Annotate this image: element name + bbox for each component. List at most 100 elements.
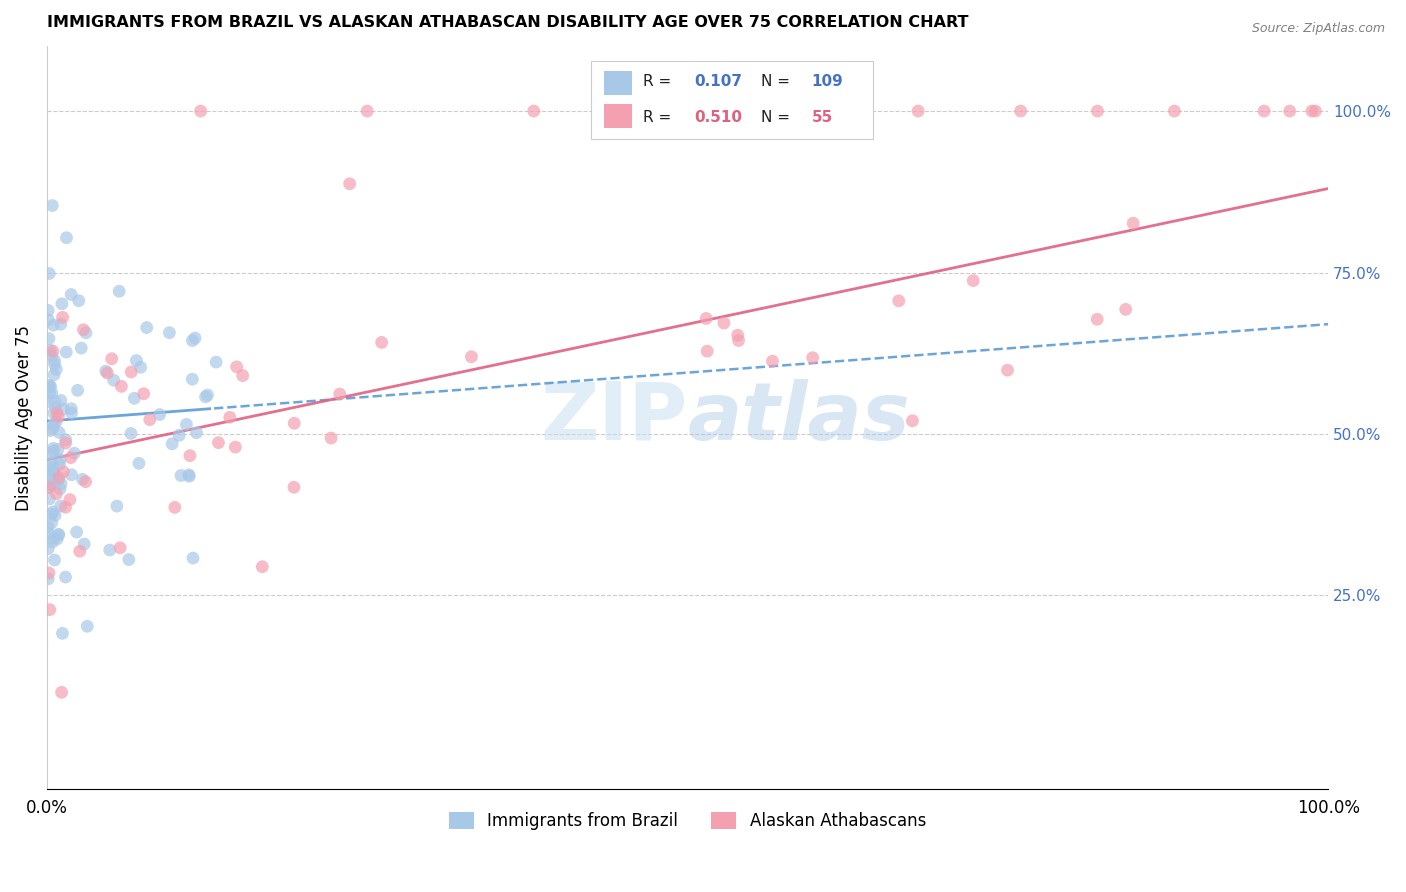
Point xyxy=(37,303,59,318)
Point xyxy=(75,326,97,340)
Point xyxy=(118,552,141,566)
Point xyxy=(67,293,90,308)
Point xyxy=(60,467,83,482)
Point xyxy=(132,386,155,401)
Point xyxy=(170,468,193,483)
Text: ZIP: ZIP xyxy=(540,379,688,457)
Point xyxy=(37,380,59,394)
Point xyxy=(48,528,70,542)
Point xyxy=(45,415,67,429)
Point xyxy=(48,425,70,440)
Point xyxy=(55,345,77,359)
Point xyxy=(676,103,699,118)
Point xyxy=(100,351,122,366)
Point xyxy=(44,394,66,409)
Point xyxy=(194,390,217,404)
Point xyxy=(41,463,63,477)
Point xyxy=(218,410,240,425)
Point xyxy=(41,516,63,530)
Point xyxy=(962,274,984,288)
Point xyxy=(37,480,59,494)
Point xyxy=(1087,103,1109,118)
Point xyxy=(55,570,77,584)
Point xyxy=(59,492,82,507)
Point xyxy=(160,437,183,451)
Point xyxy=(177,467,200,482)
Point xyxy=(460,350,482,364)
Point xyxy=(37,572,59,586)
Text: N =: N = xyxy=(761,110,794,125)
Point xyxy=(63,446,86,460)
Text: 55: 55 xyxy=(811,110,832,125)
Point xyxy=(1305,103,1327,118)
Point xyxy=(252,559,274,574)
Point xyxy=(44,553,66,567)
Point xyxy=(205,355,228,369)
Point xyxy=(49,499,72,513)
Point xyxy=(804,103,827,118)
Point xyxy=(69,544,91,558)
Point xyxy=(42,421,65,435)
Point xyxy=(48,527,70,541)
Point xyxy=(51,685,73,699)
Point xyxy=(75,475,97,489)
Point xyxy=(42,417,65,432)
Point xyxy=(37,520,59,534)
Point xyxy=(37,525,59,540)
Point xyxy=(48,470,70,484)
Point xyxy=(44,508,66,523)
Point xyxy=(907,103,929,118)
Point xyxy=(163,500,186,515)
Point xyxy=(696,344,718,359)
Point xyxy=(713,316,735,330)
Point xyxy=(42,344,65,359)
Point xyxy=(41,198,63,212)
Point xyxy=(42,444,65,458)
Point xyxy=(46,409,69,424)
Point xyxy=(37,541,59,556)
Point xyxy=(45,401,67,415)
Point xyxy=(72,323,94,337)
Point xyxy=(283,480,305,494)
Point xyxy=(44,353,66,368)
Point xyxy=(1085,312,1108,326)
Point xyxy=(98,543,121,558)
Legend: Immigrants from Brazil, Alaskan Athabascans: Immigrants from Brazil, Alaskan Athabasc… xyxy=(443,805,932,837)
Point xyxy=(39,424,62,438)
Point xyxy=(38,385,60,400)
Point xyxy=(37,313,59,327)
Point xyxy=(41,507,63,521)
Point xyxy=(41,535,63,549)
Text: 0.510: 0.510 xyxy=(695,110,742,125)
Point xyxy=(225,359,247,374)
Point xyxy=(232,368,254,383)
Point xyxy=(339,177,361,191)
Point xyxy=(55,436,77,450)
Point xyxy=(1010,103,1032,118)
Point xyxy=(39,446,62,460)
Point xyxy=(179,449,201,463)
Bar xyxy=(605,71,633,95)
Point xyxy=(49,452,72,467)
Point xyxy=(108,541,131,555)
Point xyxy=(224,440,246,454)
Point xyxy=(49,477,72,491)
Point xyxy=(76,619,98,633)
Point xyxy=(190,103,212,118)
Point xyxy=(38,267,60,281)
Point xyxy=(39,467,62,482)
Point xyxy=(42,505,65,519)
Point xyxy=(159,326,181,340)
Point xyxy=(48,458,70,472)
Point xyxy=(1122,216,1144,230)
Point xyxy=(727,334,749,348)
Text: N =: N = xyxy=(761,74,794,89)
Y-axis label: Disability Age Over 75: Disability Age Over 75 xyxy=(15,325,32,511)
Point xyxy=(283,416,305,430)
Point xyxy=(149,408,172,422)
Point xyxy=(42,442,65,456)
Point xyxy=(1301,103,1323,118)
Point xyxy=(38,332,60,346)
Text: IMMIGRANTS FROM BRAZIL VS ALASKAN ATHABASCAN DISABILITY AGE OVER 75 CORRELATION : IMMIGRANTS FROM BRAZIL VS ALASKAN ATHABA… xyxy=(46,15,969,30)
Point xyxy=(51,297,73,311)
